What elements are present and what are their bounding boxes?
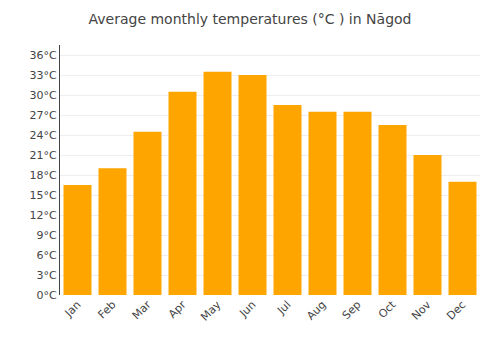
svg-text:18°C: 18°C <box>30 169 57 182</box>
svg-text:Dec: Dec <box>444 298 468 322</box>
svg-text:6°C: 6°C <box>37 249 57 262</box>
svg-text:30°C: 30°C <box>30 89 57 102</box>
svg-text:Apr: Apr <box>166 298 189 321</box>
svg-text:Sep: Sep <box>340 298 364 322</box>
svg-text:0°C: 0°C <box>37 289 57 302</box>
svg-text:Average monthly temperatures (: Average monthly temperatures (°C ) in Nā… <box>89 11 412 27</box>
svg-text:Nov: Nov <box>409 298 434 323</box>
svg-text:27°C: 27°C <box>30 109 57 122</box>
svg-text:Feb: Feb <box>96 298 119 321</box>
svg-text:24°C: 24°C <box>30 129 57 142</box>
svg-text:9°C: 9°C <box>37 229 57 242</box>
svg-text:Jul: Jul <box>274 298 293 317</box>
svg-text:Jun: Jun <box>236 298 258 320</box>
svg-text:36°C: 36°C <box>30 49 57 62</box>
svg-text:33°C: 33°C <box>30 69 57 82</box>
svg-text:12°C: 12°C <box>30 209 57 222</box>
svg-text:21°C: 21°C <box>30 149 57 162</box>
svg-text:3°C: 3°C <box>37 269 57 282</box>
svg-text:Mar: Mar <box>130 298 154 322</box>
svg-text:Aug: Aug <box>304 298 328 322</box>
svg-text:May: May <box>198 298 224 324</box>
svg-text:15°C: 15°C <box>30 189 57 202</box>
svg-text:Oct: Oct <box>376 298 399 321</box>
svg-text:Jan: Jan <box>62 298 84 320</box>
